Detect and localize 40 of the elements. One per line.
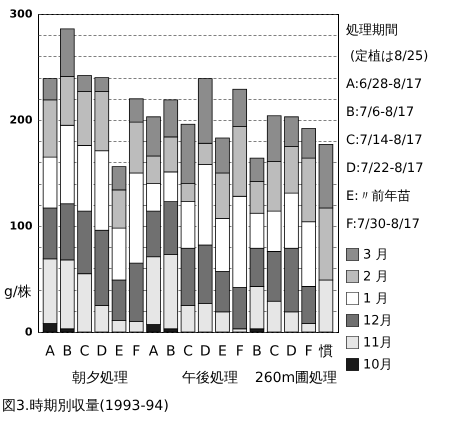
text: D:7/22-8/17 (346, 161, 424, 176)
x-tick-label: C (80, 344, 90, 360)
y-tick-label: 200 (10, 114, 33, 126)
x-tick-label: D (200, 344, 211, 360)
x-tick-label: F (304, 344, 313, 360)
x-tick-label: F (132, 344, 140, 360)
text: (定植は8/25) (350, 49, 428, 64)
y-tick-label: 300 (10, 8, 33, 20)
x-tick-label: A (45, 344, 56, 360)
text: B:7/6-8/17 (346, 105, 414, 120)
legend-title: 処理期間 (346, 23, 398, 38)
text: A:6/28-8/17 (346, 77, 422, 92)
x-tick-label: B (252, 344, 262, 360)
x-tick-label: D (286, 344, 297, 360)
text: 午後処理 (182, 370, 238, 386)
text: E:〃前年苗 (346, 189, 411, 204)
legend-label: 10月 (363, 358, 393, 372)
text: F:7/30-8/17 (346, 217, 420, 232)
x-tick-label: F (236, 344, 244, 360)
x-tick-label: E (218, 344, 227, 360)
x-tick-label: B (62, 344, 72, 360)
text: 260m圃処理 (254, 370, 338, 386)
legend-label: 3 月 (363, 248, 388, 262)
legend-label: 11月 (363, 336, 393, 350)
legend-label: 12月 (363, 314, 393, 328)
x-tick-label: C (269, 344, 280, 360)
legend-label: 1 月 (363, 292, 388, 306)
x-tick-label: 慣 (318, 344, 333, 360)
text: 図3.時期別収量(1993-94) (2, 398, 169, 414)
text: C:7/14-8/17 (346, 133, 423, 148)
legend-label: 2 月 (363, 270, 388, 284)
x-tick-label: C (183, 344, 194, 360)
y-tick-label: 0 (24, 326, 33, 338)
x-tick-label: D (96, 344, 108, 360)
y-axis-title: g/株 (4, 284, 32, 300)
x-tick-label: E (114, 344, 124, 360)
x-tick-label: B (166, 344, 176, 360)
x-tick-label: A (148, 344, 159, 360)
text: 朝夕処理 (72, 370, 128, 386)
y-tick-label: 100 (10, 220, 33, 232)
